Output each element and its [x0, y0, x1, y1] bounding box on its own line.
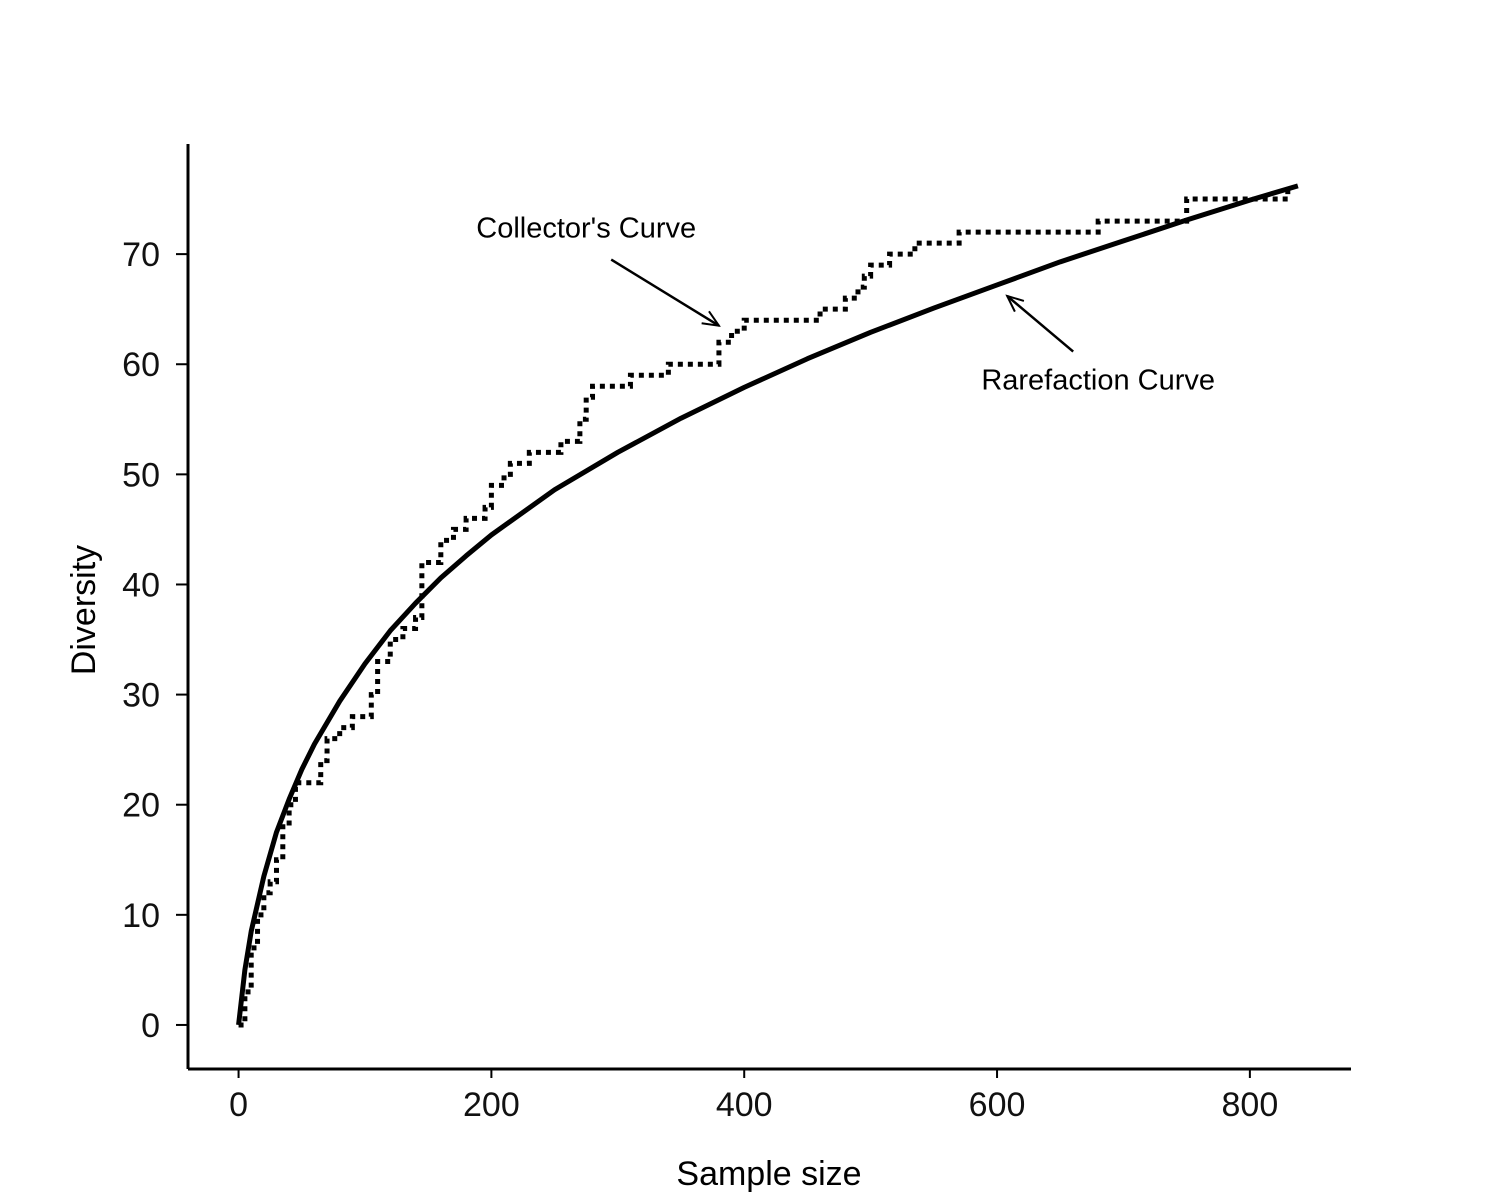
x-tick-label: 0 — [229, 1086, 248, 1124]
series-layer — [236, 183, 1299, 1028]
annotation-arrow — [610, 258, 719, 326]
annotation-arrow — [1007, 296, 1074, 353]
y-tick-label: 70 — [122, 236, 160, 274]
y-tick-label: 20 — [122, 787, 160, 825]
y-axis-ticks: 0 10 20 30 40 50 60 70 — [122, 236, 188, 1045]
annotation-layer: Collector's Curve Rarefaction Curve — [476, 213, 1215, 397]
annotation-label: Rarefaction Curve — [981, 365, 1215, 397]
y-tick-label: 50 — [122, 456, 160, 494]
collectors-curve-line — [238, 188, 1291, 1028]
x-tick-label: 600 — [969, 1086, 1026, 1124]
x-tick-label: 400 — [716, 1086, 773, 1124]
rarefaction-curve-line — [236, 183, 1299, 1026]
x-tick-label: 200 — [463, 1086, 520, 1124]
y-tick-label: 0 — [141, 1007, 160, 1045]
annotation-label: Collector's Curve — [476, 213, 696, 245]
y-axis-title: Diversity — [65, 545, 103, 675]
y-tick-label: 10 — [122, 897, 160, 935]
x-axis-title: Sample size — [676, 1155, 861, 1193]
x-axis-ticks: 0 200 400 600 800 — [229, 1069, 1278, 1124]
y-tick-label: 40 — [122, 566, 160, 604]
y-tick-label: 30 — [122, 677, 160, 715]
y-tick-label: 60 — [122, 346, 160, 384]
x-tick-label: 800 — [1222, 1086, 1279, 1124]
